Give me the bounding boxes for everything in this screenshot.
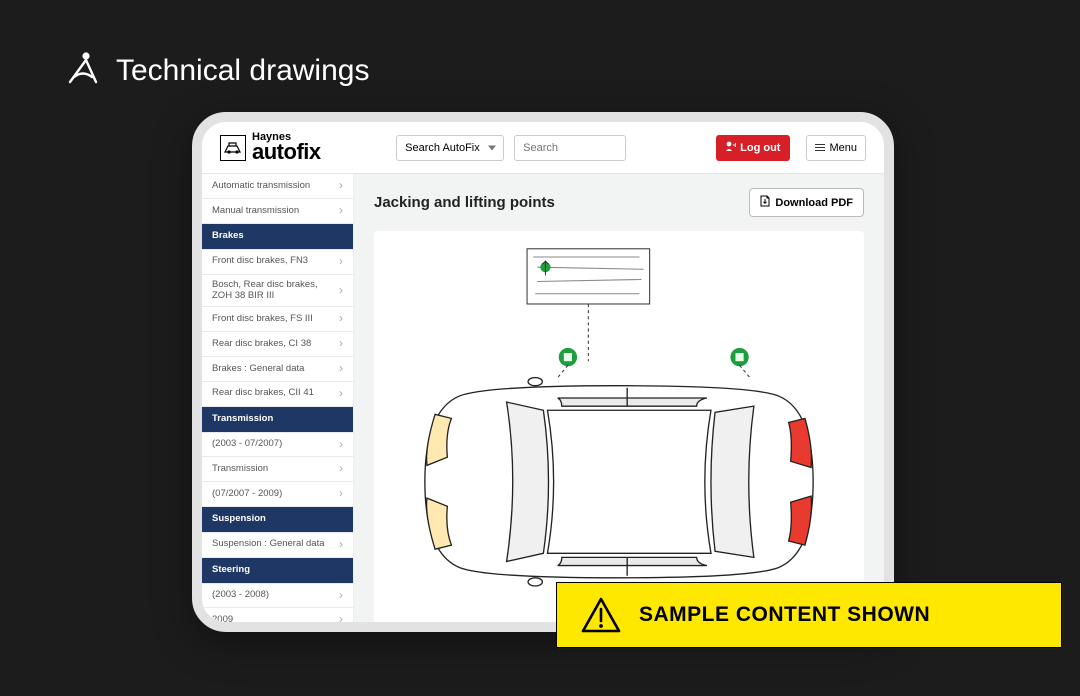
sidebar-item[interactable]: Transmission › bbox=[202, 457, 353, 482]
sidebar-item[interactable]: (2003 - 2008) › bbox=[202, 584, 353, 609]
search-input[interactable] bbox=[514, 135, 626, 161]
sidebar-header[interactable]: Transmission bbox=[202, 407, 353, 433]
sidebar-header[interactable]: Brakes bbox=[202, 224, 353, 250]
sidebar-item[interactable]: Manual transmission › bbox=[202, 199, 353, 224]
sidebar-item-label: (07/2007 - 2009) bbox=[212, 489, 282, 500]
sidebar-item-label: Automatic transmission bbox=[212, 181, 310, 192]
app-window: Haynes autofix Search AutoFix Log out Me bbox=[202, 122, 884, 622]
page-title: Technical drawings bbox=[116, 54, 369, 88]
menu-button[interactable]: Menu bbox=[806, 135, 866, 161]
chevron-right-icon: › bbox=[339, 179, 343, 193]
sidebar-item-label: Front disc brakes, FN3 bbox=[212, 256, 308, 267]
sidebar-header[interactable]: Steering bbox=[202, 558, 353, 584]
sidebar-item-label: Transmission bbox=[212, 464, 268, 475]
app-body: Automatic transmission›Manual transmissi… bbox=[202, 174, 884, 622]
warning-icon bbox=[581, 595, 621, 635]
jackpoint-front-left bbox=[558, 348, 577, 378]
jackpoint-front-right bbox=[730, 348, 749, 378]
sidebar-item[interactable]: 2009 › bbox=[202, 608, 353, 622]
hamburger-icon bbox=[815, 142, 825, 153]
chevron-right-icon: › bbox=[339, 284, 343, 298]
callout-detail bbox=[527, 249, 650, 361]
download-label: Download PDF bbox=[775, 197, 853, 209]
chevron-right-icon: › bbox=[339, 462, 343, 476]
sidebar-item-label: Brakes bbox=[212, 231, 244, 242]
sidebar: Automatic transmission›Manual transmissi… bbox=[202, 174, 354, 622]
main-content: Jacking and lifting points Download PDF bbox=[354, 174, 884, 622]
sidebar-item-label: Transmission bbox=[212, 414, 273, 425]
sample-banner-text: SAMPLE CONTENT SHOWN bbox=[639, 603, 930, 627]
sidebar-item[interactable]: Front disc brakes, FN3 › bbox=[202, 250, 353, 275]
page-header: Technical drawings bbox=[0, 0, 1080, 93]
sidebar-item-label: (2003 - 07/2007) bbox=[212, 439, 282, 450]
sidebar-item[interactable]: Rear disc brakes, CI 38 › bbox=[202, 332, 353, 357]
chevron-right-icon: › bbox=[339, 204, 343, 218]
sidebar-item-label: Rear disc brakes, CI 38 bbox=[212, 339, 311, 350]
tablet-frame: Haynes autofix Search AutoFix Log out Me bbox=[192, 112, 894, 632]
sidebar-item[interactable]: Rear disc brakes, CII 41 › bbox=[202, 382, 353, 407]
sidebar-item[interactable]: (07/2007 - 2009) › bbox=[202, 482, 353, 507]
sidebar-item-label: (2003 - 2008) bbox=[212, 590, 269, 601]
chevron-right-icon: › bbox=[339, 487, 343, 501]
sidebar-item-label: Bosch, Rear disc brakes, ZOH 38 BIR III bbox=[212, 280, 339, 302]
logout-label: Log out bbox=[740, 142, 780, 154]
chevron-right-icon: › bbox=[339, 589, 343, 603]
download-icon bbox=[760, 195, 770, 210]
logout-icon bbox=[726, 141, 736, 154]
menu-label: Menu bbox=[829, 142, 857, 154]
search-scope-wrap: Search AutoFix bbox=[396, 135, 504, 161]
sidebar-item-label: Rear disc brakes, CII 41 bbox=[212, 388, 314, 399]
sidebar-item-label: Suspension : General data bbox=[212, 539, 325, 550]
logo-badge-icon bbox=[220, 135, 246, 161]
content-header: Jacking and lifting points Download PDF bbox=[374, 188, 864, 217]
vehicle-diagram bbox=[384, 241, 854, 622]
sidebar-item[interactable]: Suspension : General data › bbox=[202, 533, 353, 558]
sidebar-header[interactable]: Suspension bbox=[202, 507, 353, 533]
chevron-right-icon: › bbox=[339, 438, 343, 452]
sidebar-item[interactable]: (2003 - 07/2007) › bbox=[202, 433, 353, 458]
chevron-right-icon: › bbox=[339, 362, 343, 376]
sidebar-item[interactable]: Bosch, Rear disc brakes, ZOH 38 BIR III› bbox=[202, 275, 353, 308]
sample-banner: SAMPLE CONTENT SHOWN bbox=[556, 582, 1062, 648]
download-pdf-button[interactable]: Download PDF bbox=[749, 188, 864, 217]
chevron-right-icon: › bbox=[339, 613, 343, 622]
vehicle-outline bbox=[425, 378, 813, 586]
sidebar-item[interactable]: Brakes : General data › bbox=[202, 357, 353, 382]
sidebar-item[interactable]: Automatic transmission › bbox=[202, 174, 353, 199]
chevron-right-icon: › bbox=[339, 387, 343, 401]
sidebar-item-label: Front disc brakes, FS III bbox=[212, 314, 313, 325]
sidebar-item-label: 2009 bbox=[212, 615, 233, 622]
diagram-panel bbox=[374, 231, 864, 622]
compass-icon bbox=[62, 48, 102, 93]
chevron-right-icon: › bbox=[339, 312, 343, 326]
chevron-right-icon: › bbox=[339, 337, 343, 351]
logout-button[interactable]: Log out bbox=[716, 135, 790, 161]
content-title: Jacking and lifting points bbox=[374, 194, 555, 211]
app-logo[interactable]: Haynes autofix bbox=[220, 132, 321, 163]
chevron-right-icon: › bbox=[339, 255, 343, 269]
sidebar-item-label: Brakes : General data bbox=[212, 364, 304, 375]
chevron-right-icon: › bbox=[339, 538, 343, 552]
logo-text-bottom: autofix bbox=[252, 142, 321, 163]
search-scope-select[interactable]: Search AutoFix bbox=[396, 135, 504, 161]
sidebar-item-label: Suspension bbox=[212, 514, 266, 525]
sidebar-item-label: Steering bbox=[212, 565, 250, 576]
sidebar-item-label: Manual transmission bbox=[212, 206, 299, 217]
sidebar-item[interactable]: Front disc brakes, FS III › bbox=[202, 307, 353, 332]
app-header: Haynes autofix Search AutoFix Log out Me bbox=[202, 122, 884, 174]
